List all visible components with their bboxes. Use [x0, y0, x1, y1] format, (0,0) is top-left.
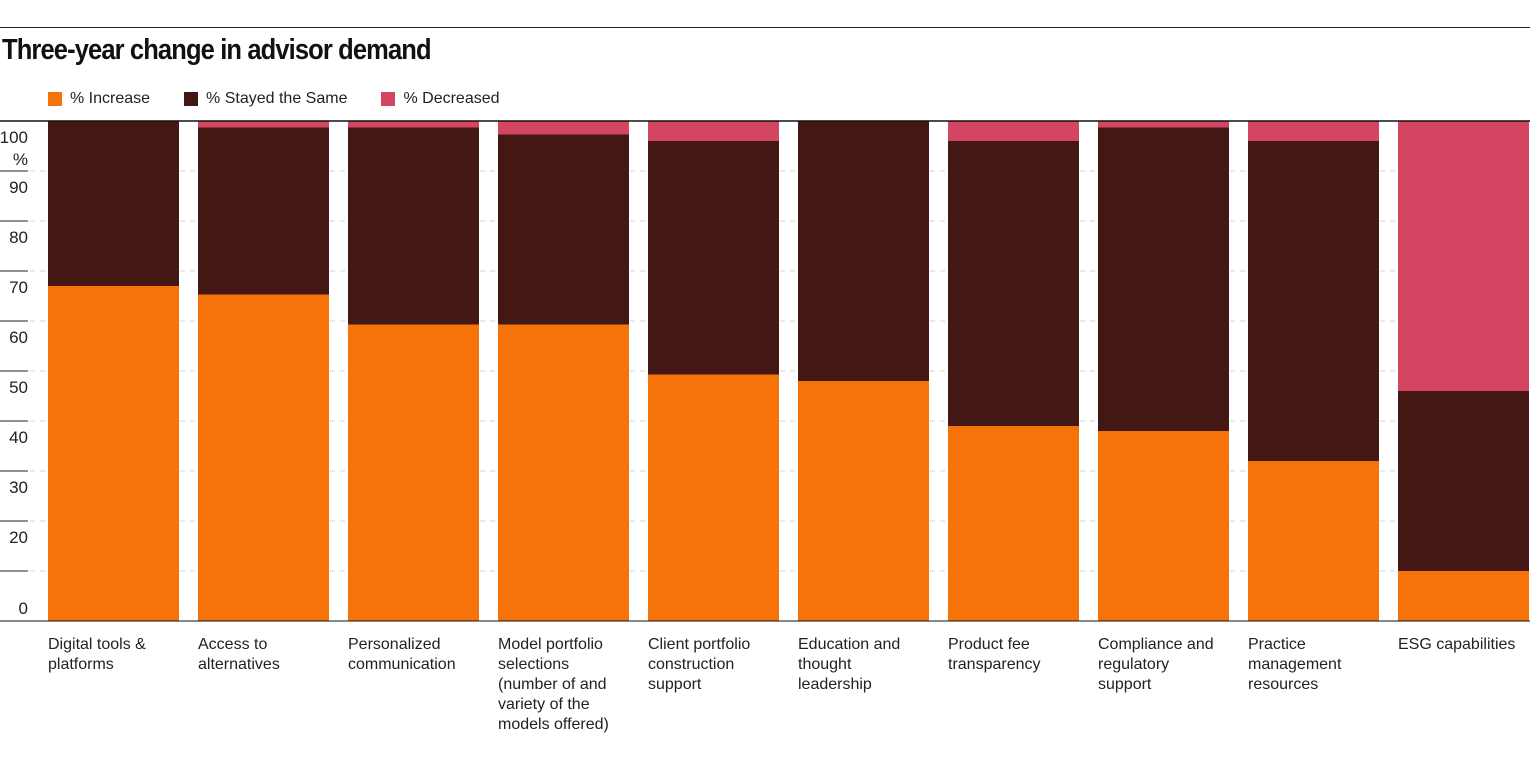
x-category-label: management [1248, 656, 1342, 673]
bar-segment-stayed [1098, 127, 1229, 431]
bar-segment-increase [498, 324, 629, 621]
y-tick-label: 80 [9, 228, 28, 247]
legend-swatch-increase [48, 92, 62, 106]
chart-title: Three-year change in advisor demand [2, 34, 432, 66]
x-category-label: (number of and [498, 676, 607, 693]
bar-segment-decreased [498, 121, 629, 135]
bar-segment-increase [198, 294, 329, 621]
x-category-label: thought [798, 656, 852, 673]
bar-segment-decreased [348, 121, 479, 128]
x-category-label: alternatives [198, 656, 280, 673]
legend: % Increase % Stayed the Same % Decreased [48, 90, 500, 108]
bar-segment-increase [798, 381, 929, 621]
x-category-label: ESG capabilities [1398, 636, 1515, 653]
x-category-label: variety of the [498, 696, 590, 713]
x-category-label: communication [348, 656, 456, 673]
y-tick-label: 60 [9, 328, 28, 347]
y-tick-label: 100 [0, 128, 28, 147]
x-category-label: Digital tools & [48, 636, 146, 653]
bar-segment-stayed [948, 141, 1079, 426]
x-category-label: transparency [948, 656, 1041, 673]
x-category-label: construction [648, 656, 734, 673]
legend-swatch-decreased [381, 92, 396, 106]
x-category-label: platforms [48, 656, 114, 673]
x-category-label: Model portfolio [498, 636, 603, 653]
bar-segment-stayed [348, 127, 479, 325]
x-category-label: Access to [198, 636, 267, 653]
x-category-label: Practice [1248, 636, 1306, 653]
bar-segment-decreased [1098, 121, 1229, 128]
bar-segment-stayed [498, 134, 629, 325]
bar-segment-increase [348, 324, 479, 621]
x-category-label: models offered) [498, 716, 609, 733]
legend-label-stayed: % Stayed the Same [206, 90, 348, 107]
bar-segment-stayed [798, 121, 929, 381]
bar-segment-stayed [1248, 141, 1379, 461]
y-tick-label: 90 [9, 178, 28, 197]
x-category-label: Education and [798, 636, 900, 653]
x-category-label: Personalized [348, 636, 441, 653]
legend-item-stayed: % Stayed the Same [184, 90, 347, 108]
x-category-label: leadership [798, 676, 872, 693]
y-tick-label: 70 [9, 278, 28, 297]
y-tick-label: 40 [9, 428, 28, 447]
x-category-label: Product fee [948, 636, 1030, 653]
y-tick-label: 0 [19, 599, 28, 618]
legend-item-increase: % Increase [48, 90, 150, 108]
bar-segment-increase [48, 286, 179, 621]
bar-segment-increase [1398, 571, 1529, 621]
bar-segment-stayed [1398, 391, 1529, 571]
x-category-label: resources [1248, 676, 1318, 693]
bar-segment-stayed [48, 121, 179, 286]
bar-segment-increase [1098, 431, 1229, 621]
bar-segment-decreased [648, 121, 779, 141]
y-unit-label: % [13, 150, 28, 169]
x-category-label: Client portfolio [648, 636, 750, 653]
x-category-label: regulatory [1098, 656, 1169, 673]
bar-segment-decreased [1398, 121, 1529, 391]
legend-swatch-stayed [184, 92, 199, 106]
bar-segment-decreased [948, 121, 1079, 141]
bar-segment-increase [948, 426, 1079, 621]
legend-label-increase: % Increase [70, 90, 151, 107]
bar-segment-decreased [1248, 121, 1379, 141]
x-category-label: Compliance and [1098, 636, 1214, 653]
bar-segment-stayed [648, 141, 779, 375]
bar-segment-stayed [198, 127, 329, 295]
y-tick-label: 50 [9, 378, 28, 397]
x-category-label: support [648, 676, 702, 693]
bar-segment-decreased [198, 121, 329, 128]
legend-label-decreased: % Decreased [403, 90, 500, 107]
y-tick-label: 20 [9, 528, 28, 547]
bar-segment-increase [648, 374, 779, 621]
bar-segment-increase [1248, 461, 1379, 621]
legend-item-decreased: % Decreased [381, 90, 500, 108]
x-category-label: support [1098, 676, 1152, 693]
y-tick-label: 30 [9, 478, 28, 497]
top-rule [0, 27, 1530, 28]
x-category-label: selections [498, 656, 569, 673]
